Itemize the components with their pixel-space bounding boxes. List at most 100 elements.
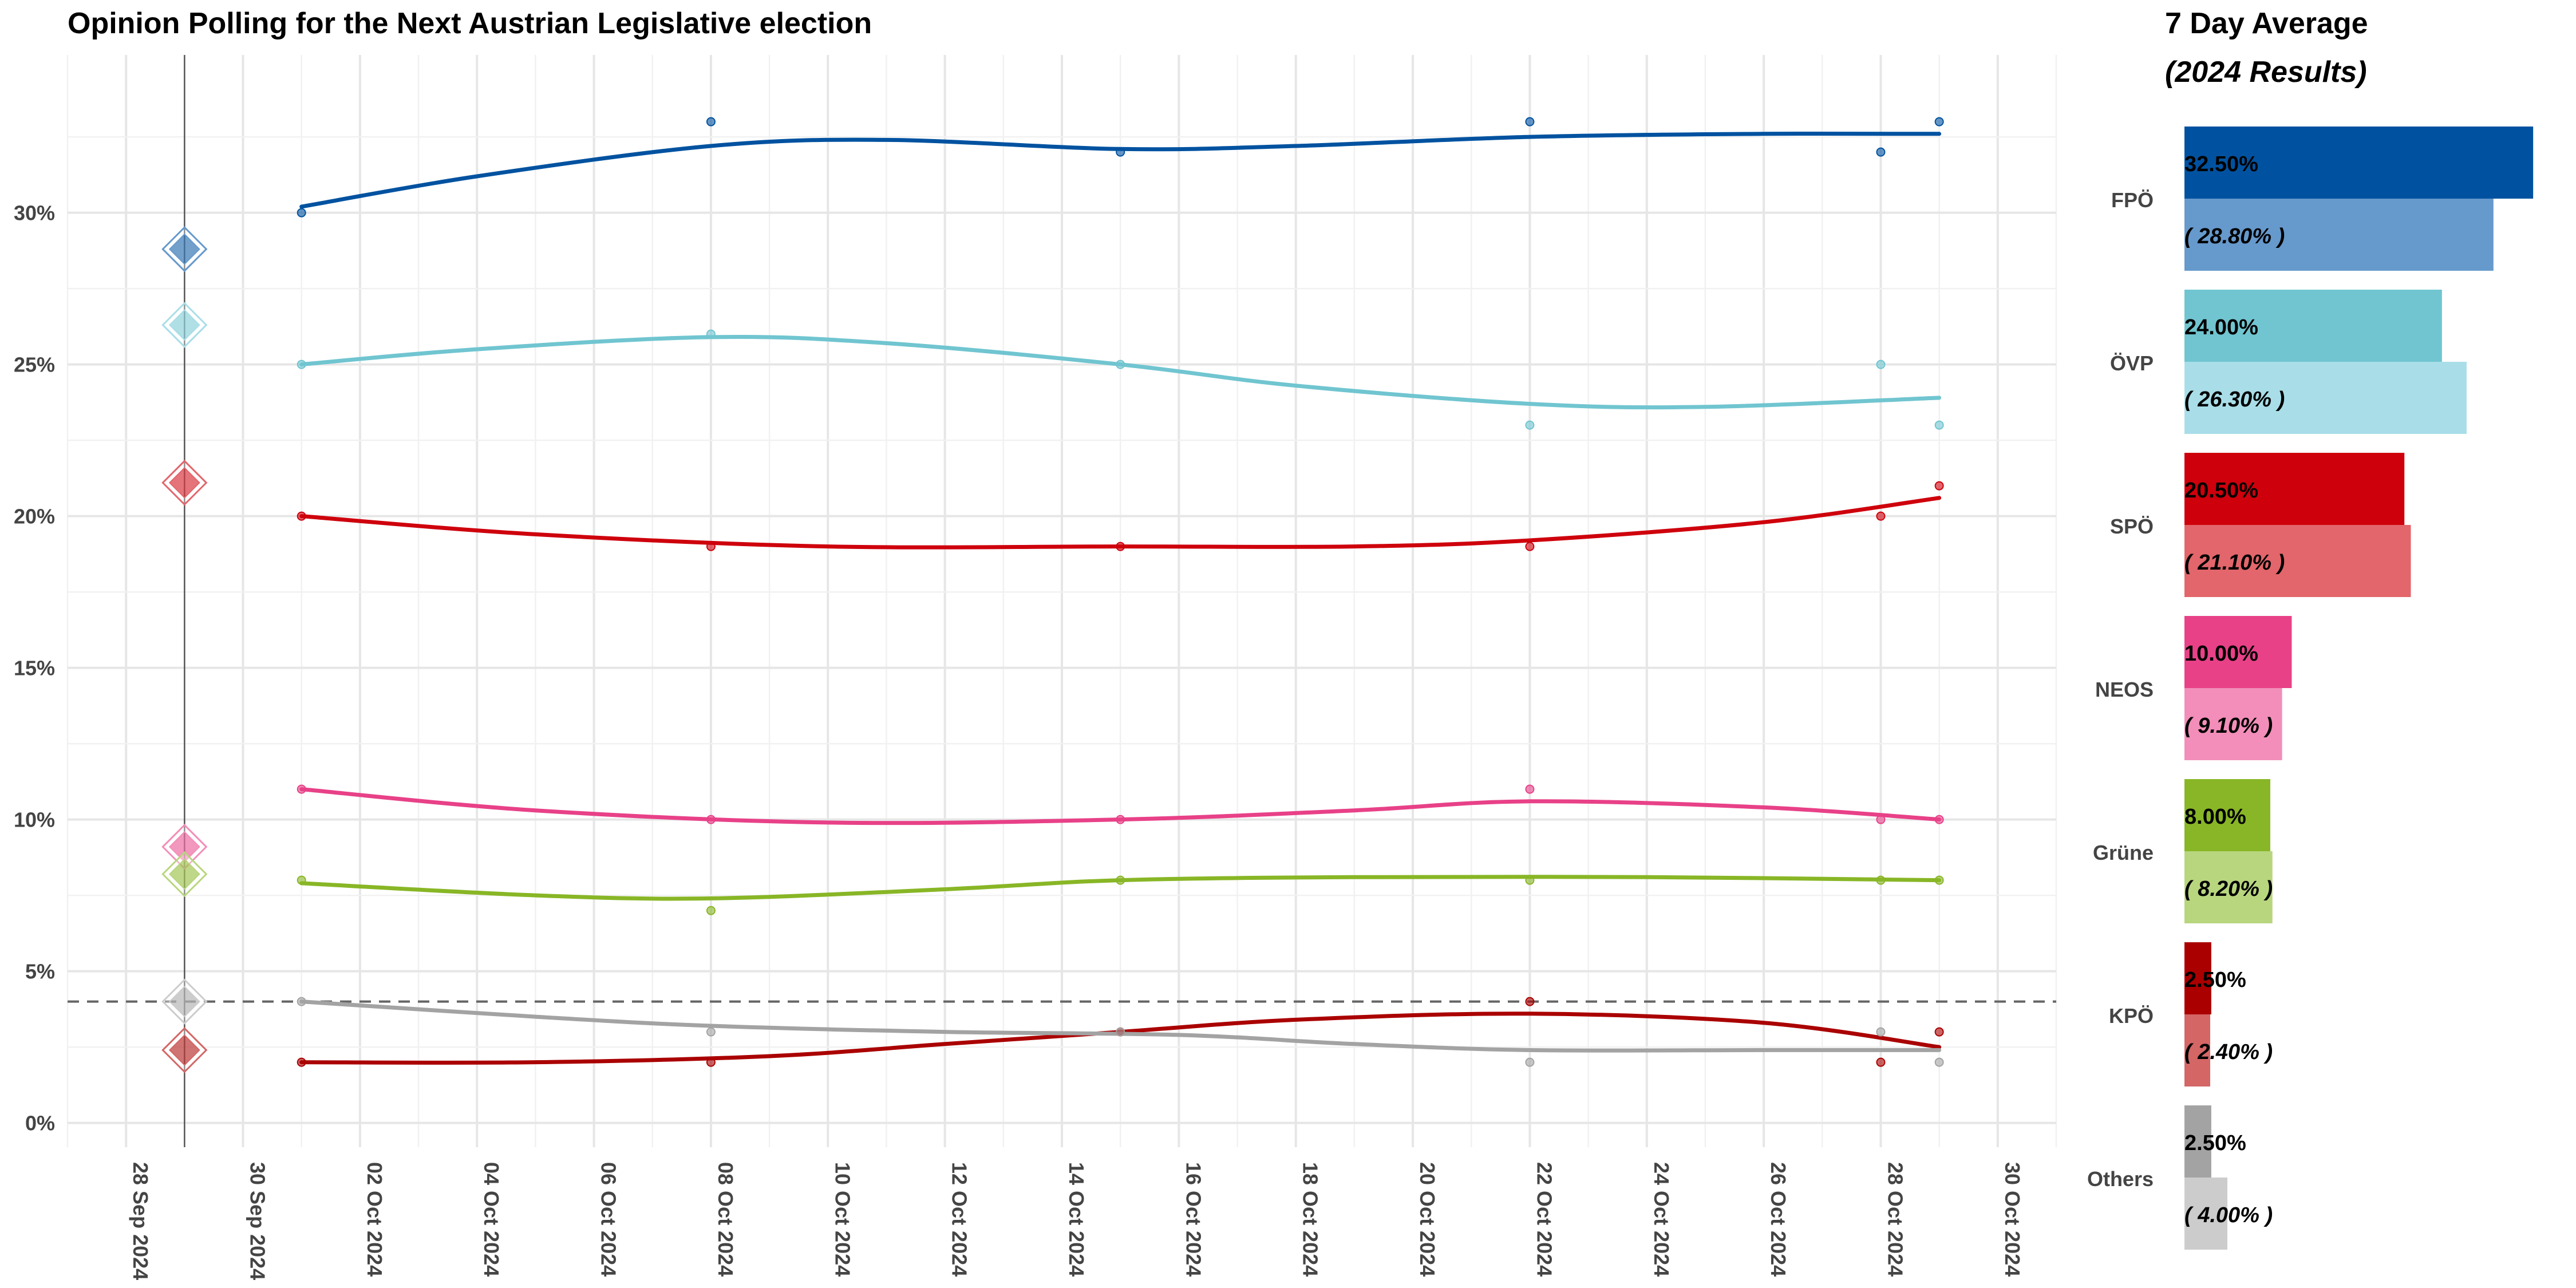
poll-point-others (1934, 1057, 1944, 1067)
x-tick-label: 26 Oct 2024 (1767, 1162, 1790, 1277)
x-tick-label: 28 Sep 2024 (129, 1162, 152, 1280)
poll-point-neos (706, 815, 716, 824)
election-result-markers (161, 226, 208, 1073)
poll-point-kpoe (1525, 997, 1535, 1006)
poll-point-others (706, 1027, 716, 1037)
grid (66, 55, 2057, 1147)
bar-average-label-oevp: 24.00% (2184, 315, 2258, 339)
result-marker-fpoe (168, 233, 200, 265)
poll-point-spoe (1525, 542, 1535, 551)
bar-average-fpoe (2184, 127, 2534, 199)
y-tick-label: 20% (14, 505, 55, 528)
bar-category-label-fpoe: FPÖ (2111, 188, 2154, 212)
bar-result-neos (2184, 688, 2282, 760)
x-axis: 28 Sep 2024 30 Sep 2024 02 Oct 2024 04 Oct … (129, 1162, 2024, 1280)
x-tick-label: 04 Oct 2024 (480, 1162, 503, 1277)
poll-point-neos (1525, 784, 1535, 794)
poll-point-oevp (1934, 420, 1944, 430)
bar-category-label-others: Others (2087, 1167, 2154, 1191)
bar-result-others (2184, 1178, 2227, 1250)
bar-category-label-oevp: ÖVP (2110, 351, 2154, 375)
poll-point-neos (1116, 815, 1125, 824)
x-tick-label: 20 Oct 2024 (1416, 1162, 1439, 1277)
line-chart-panel: 0% 5% 10% 15% 20% 25% 30% 28 Sep 2024 30 Sep 20… (14, 55, 2057, 1280)
x-tick-label: 12 Oct 2024 (948, 1162, 971, 1277)
bar-average-spoe (2184, 453, 2405, 525)
poll-point-others (1116, 1027, 1125, 1037)
x-tick-label: 10 Oct 2024 (831, 1162, 854, 1277)
trend-line-spoe (299, 496, 1942, 550)
bar-average-label-spoe: 20.50% (2184, 479, 2258, 503)
trend-line-gruene (299, 875, 1942, 901)
poll-point-spoe (297, 511, 306, 521)
bar-result-spoe (2184, 525, 2411, 597)
bar-result-gruene (2184, 851, 2273, 923)
poll-point-neos (297, 784, 306, 794)
poll-point-gruene (1934, 875, 1944, 885)
x-tick-label: 06 Oct 2024 (597, 1162, 621, 1277)
poll-points (297, 117, 1944, 1067)
bar-category-label-kpoe: KPÖ (2109, 1004, 2154, 1028)
result-marker-kpoe (168, 1034, 200, 1066)
y-tick-label: 15% (14, 657, 55, 680)
poll-point-oevp (706, 329, 716, 339)
poll-point-gruene (297, 875, 306, 885)
poll-point-fpoe (1116, 147, 1125, 157)
poll-point-spoe (1876, 511, 1886, 521)
result-marker-oevp (168, 309, 200, 341)
poll-point-fpoe (1934, 117, 1944, 127)
result-marker-others (168, 986, 200, 1018)
poll-point-gruene (706, 906, 716, 915)
poll-point-spoe (1934, 481, 1944, 491)
bar-average-label-gruene: 8.00% (2184, 805, 2246, 829)
bar-result-fpoe (2184, 199, 2494, 271)
bar-result-kpoe (2184, 1014, 2210, 1086)
trend-line-others (299, 999, 1942, 1053)
result-marker-gruene (168, 858, 200, 890)
bar-average-label-neos: 10.00% (2184, 642, 2258, 666)
bar-category-label-gruene: Grüne (2093, 841, 2154, 864)
poll-point-spoe (706, 542, 716, 551)
poll-point-gruene (1525, 875, 1535, 885)
poll-point-fpoe (297, 208, 306, 218)
poll-point-kpoe (1876, 1057, 1886, 1067)
bar-average-kpoe (2184, 942, 2211, 1014)
poll-point-neos (1934, 815, 1944, 824)
poll-point-fpoe (1876, 147, 1886, 157)
x-tick-label: 28 Oct 2024 (1883, 1162, 1907, 1277)
bar-result-label-kpoe: ( 2.40% ) (2184, 1040, 2273, 1064)
x-tick-label: 30 Oct 2024 (2001, 1162, 2024, 1277)
bar-average-label-others: 2.50% (2184, 1131, 2246, 1155)
poll-point-spoe (1116, 542, 1125, 551)
bar-result-label-others: ( 4.00% ) (2184, 1203, 2273, 1227)
bar-result-label-fpoe: ( 28.80% ) (2184, 224, 2285, 248)
poll-point-fpoe (706, 117, 716, 127)
y-tick-label: 25% (14, 353, 55, 377)
bar-result-label-neos: ( 9.10% ) (2184, 714, 2273, 738)
x-tick-label: 02 Oct 2024 (363, 1162, 386, 1277)
poll-point-oevp (1116, 359, 1125, 369)
x-tick-label: 22 Oct 2024 (1532, 1162, 1556, 1277)
trend-line-neos (299, 787, 1942, 825)
line-chart-title: Opinion Polling for the Next Austrian Le… (68, 7, 872, 40)
bar-average-oevp (2184, 290, 2442, 362)
poll-point-kpoe (1934, 1027, 1944, 1037)
poll-point-others (1525, 1057, 1535, 1067)
poll-point-neos (1876, 815, 1886, 824)
x-tick-label: 18 Oct 2024 (1299, 1162, 1322, 1277)
poll-point-gruene (1876, 875, 1886, 885)
bar-average-gruene (2184, 779, 2270, 851)
x-tick-label: 30 Sep 2024 (246, 1162, 270, 1280)
y-tick-label: 10% (14, 808, 55, 832)
y-axis: 0% 5% 10% 15% 20% 25% 30% (14, 202, 55, 1135)
x-tick-label: 24 Oct 2024 (1650, 1162, 1673, 1277)
poll-point-oevp (1525, 420, 1535, 430)
bar-result-label-spoe: ( 21.10% ) (2184, 551, 2285, 575)
result-marker-spoe (168, 467, 200, 499)
x-tick-label: 14 Oct 2024 (1065, 1162, 1088, 1277)
x-tick-label: 16 Oct 2024 (1182, 1162, 1205, 1277)
bar-average-label-kpoe: 2.50% (2184, 968, 2246, 992)
bar-chart-title: 7 Day Average (2165, 7, 2368, 40)
poll-point-kpoe (706, 1057, 716, 1067)
